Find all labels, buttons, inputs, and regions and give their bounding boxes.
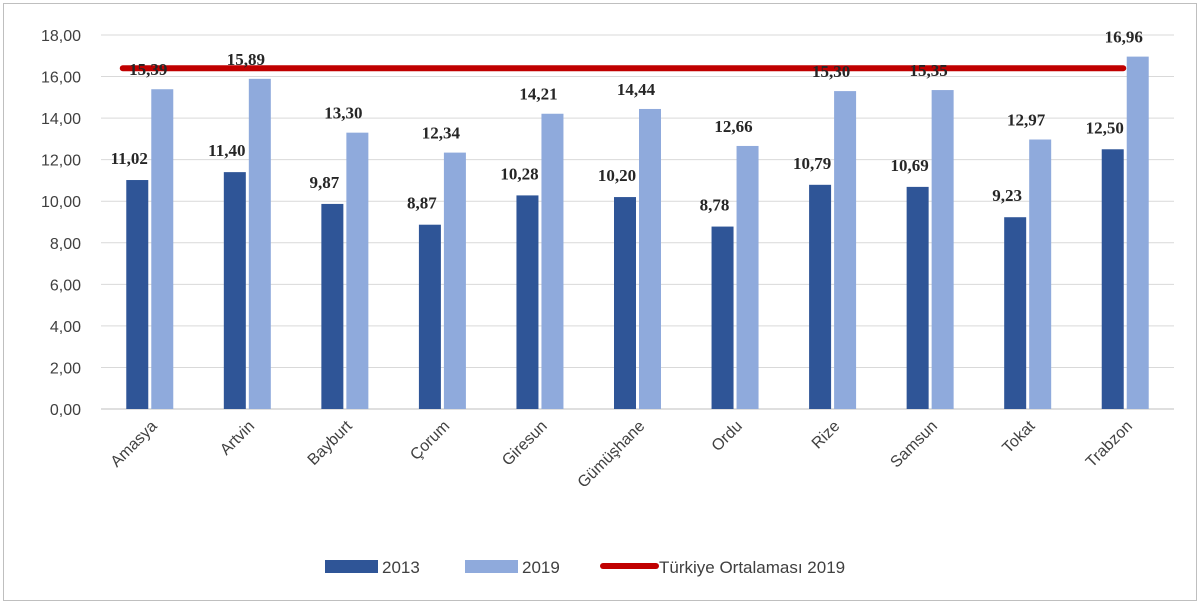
legend-label-average: Türkiye Ortalaması 2019 — [659, 558, 845, 577]
bar-chart: 0,00 2,00 4,00 6,00 8,00 10,00 12,00 14,00 16,00… — [41, 28, 1174, 577]
x-axis-categories: Amasya Artvin Bayburt Çorum Giresun Gümüşhane… — [108, 417, 1136, 491]
data-label-2019: 12,34 — [422, 124, 461, 143]
bar-2019 — [248, 78, 271, 409]
y-tick-label: 0,00 — [50, 402, 81, 419]
x-category-label: Rize — [809, 418, 844, 453]
bar-2019 — [1126, 56, 1149, 410]
data-label-2019: 12,66 — [714, 117, 752, 136]
legend-label-2013: 2013 — [382, 558, 420, 577]
legend-swatch-2019 — [465, 560, 518, 573]
data-label-2013: 8,78 — [700, 196, 730, 215]
y-tick-label: 12,00 — [41, 153, 81, 170]
data-labels: 11,02 15,39 11,40 15,89 9,87 13,30 8,87 12,34 10… — [111, 28, 1143, 215]
data-label-2019: 14,21 — [519, 85, 557, 104]
bar-2019 — [736, 145, 759, 409]
data-label-2013: 8,87 — [407, 194, 437, 213]
bar-2019 — [931, 90, 954, 410]
x-category-label: Tokat — [999, 417, 1038, 456]
bar-2013 — [516, 195, 539, 409]
legend-item-average: Türkiye Ortalaması 2019 — [600, 558, 845, 577]
legend: 2013 2019 Türkiye Ortalaması 2019 — [325, 558, 845, 577]
bar-2013 — [906, 186, 929, 409]
y-tick-label: 18,00 — [41, 28, 81, 45]
data-label-2013: 12,50 — [1086, 118, 1124, 137]
gridlines — [101, 34, 1174, 410]
y-tick-label: 10,00 — [41, 194, 81, 211]
data-label-2013: 10,79 — [793, 154, 831, 173]
bar-2019 — [541, 113, 564, 410]
bar-2013 — [614, 197, 636, 409]
x-category-label: Trabzon — [1083, 418, 1136, 471]
y-tick-label: 2,00 — [50, 360, 81, 377]
data-label-2013: 10,20 — [598, 166, 636, 185]
data-label-2019: 15,39 — [129, 60, 167, 79]
legend-swatch-2013 — [325, 560, 378, 573]
bar-2013 — [1101, 149, 1124, 409]
data-label-2019: 12,97 — [1007, 111, 1046, 130]
data-label-2013: 10,69 — [891, 156, 929, 175]
y-tick-label: 8,00 — [50, 236, 81, 253]
x-category-label: Bayburt — [305, 417, 356, 468]
data-label-2019: 15,89 — [227, 50, 265, 69]
bar-2013 — [809, 184, 832, 409]
x-category-label: Artvin — [217, 418, 258, 459]
x-category-label: Amasya — [108, 418, 161, 471]
data-label-2019: 16,96 — [1105, 28, 1143, 47]
x-category-label: Çorum — [407, 418, 453, 464]
x-category-label: Giresun — [499, 418, 551, 470]
legend-item-2019: 2019 — [465, 558, 560, 577]
x-category-label: Samsun — [887, 418, 941, 472]
y-tick-label: 16,00 — [41, 70, 81, 87]
bar-2013 — [711, 226, 734, 409]
bar-2019 — [834, 91, 857, 409]
bar-2019 — [346, 132, 369, 409]
chart-frame: 0,00 2,00 4,00 6,00 8,00 10,00 12,00 14,00 16,00… — [3, 3, 1197, 601]
y-tick-label: 14,00 — [41, 111, 81, 128]
bar-2013 — [126, 180, 149, 409]
data-label-2013: 11,40 — [208, 141, 245, 160]
data-label-2013: 9,23 — [992, 186, 1022, 205]
legend-item-2013: 2013 — [325, 558, 420, 577]
bar-2019 — [151, 89, 174, 409]
bar-2013 — [1004, 217, 1027, 409]
data-label-2019: 15,30 — [812, 62, 850, 81]
data-label-2013: 9,87 — [309, 173, 339, 192]
bar-2019 — [639, 108, 661, 410]
x-category-label: Ordu — [709, 418, 746, 455]
data-label-2019: 15,35 — [910, 61, 948, 80]
y-axis-ticks: 0,00 2,00 4,00 6,00 8,00 10,00 12,00 14,00 16,00… — [41, 28, 81, 419]
bars — [126, 56, 1149, 410]
legend-label-2019: 2019 — [522, 558, 560, 577]
y-tick-label: 6,00 — [50, 277, 81, 294]
data-label-2019: 13,30 — [324, 104, 362, 123]
y-tick-label: 4,00 — [50, 319, 81, 336]
bar-2013 — [223, 172, 246, 409]
bar-2019 — [1029, 139, 1052, 410]
data-label-2013: 10,28 — [500, 164, 538, 183]
data-label-2019: 14,44 — [617, 80, 656, 99]
bar-2019 — [443, 152, 466, 409]
x-category-label: Gümüşhane — [575, 418, 649, 492]
bar-2013 — [321, 203, 344, 409]
data-label-2013: 11,02 — [111, 149, 148, 168]
bar-2013 — [418, 224, 441, 409]
